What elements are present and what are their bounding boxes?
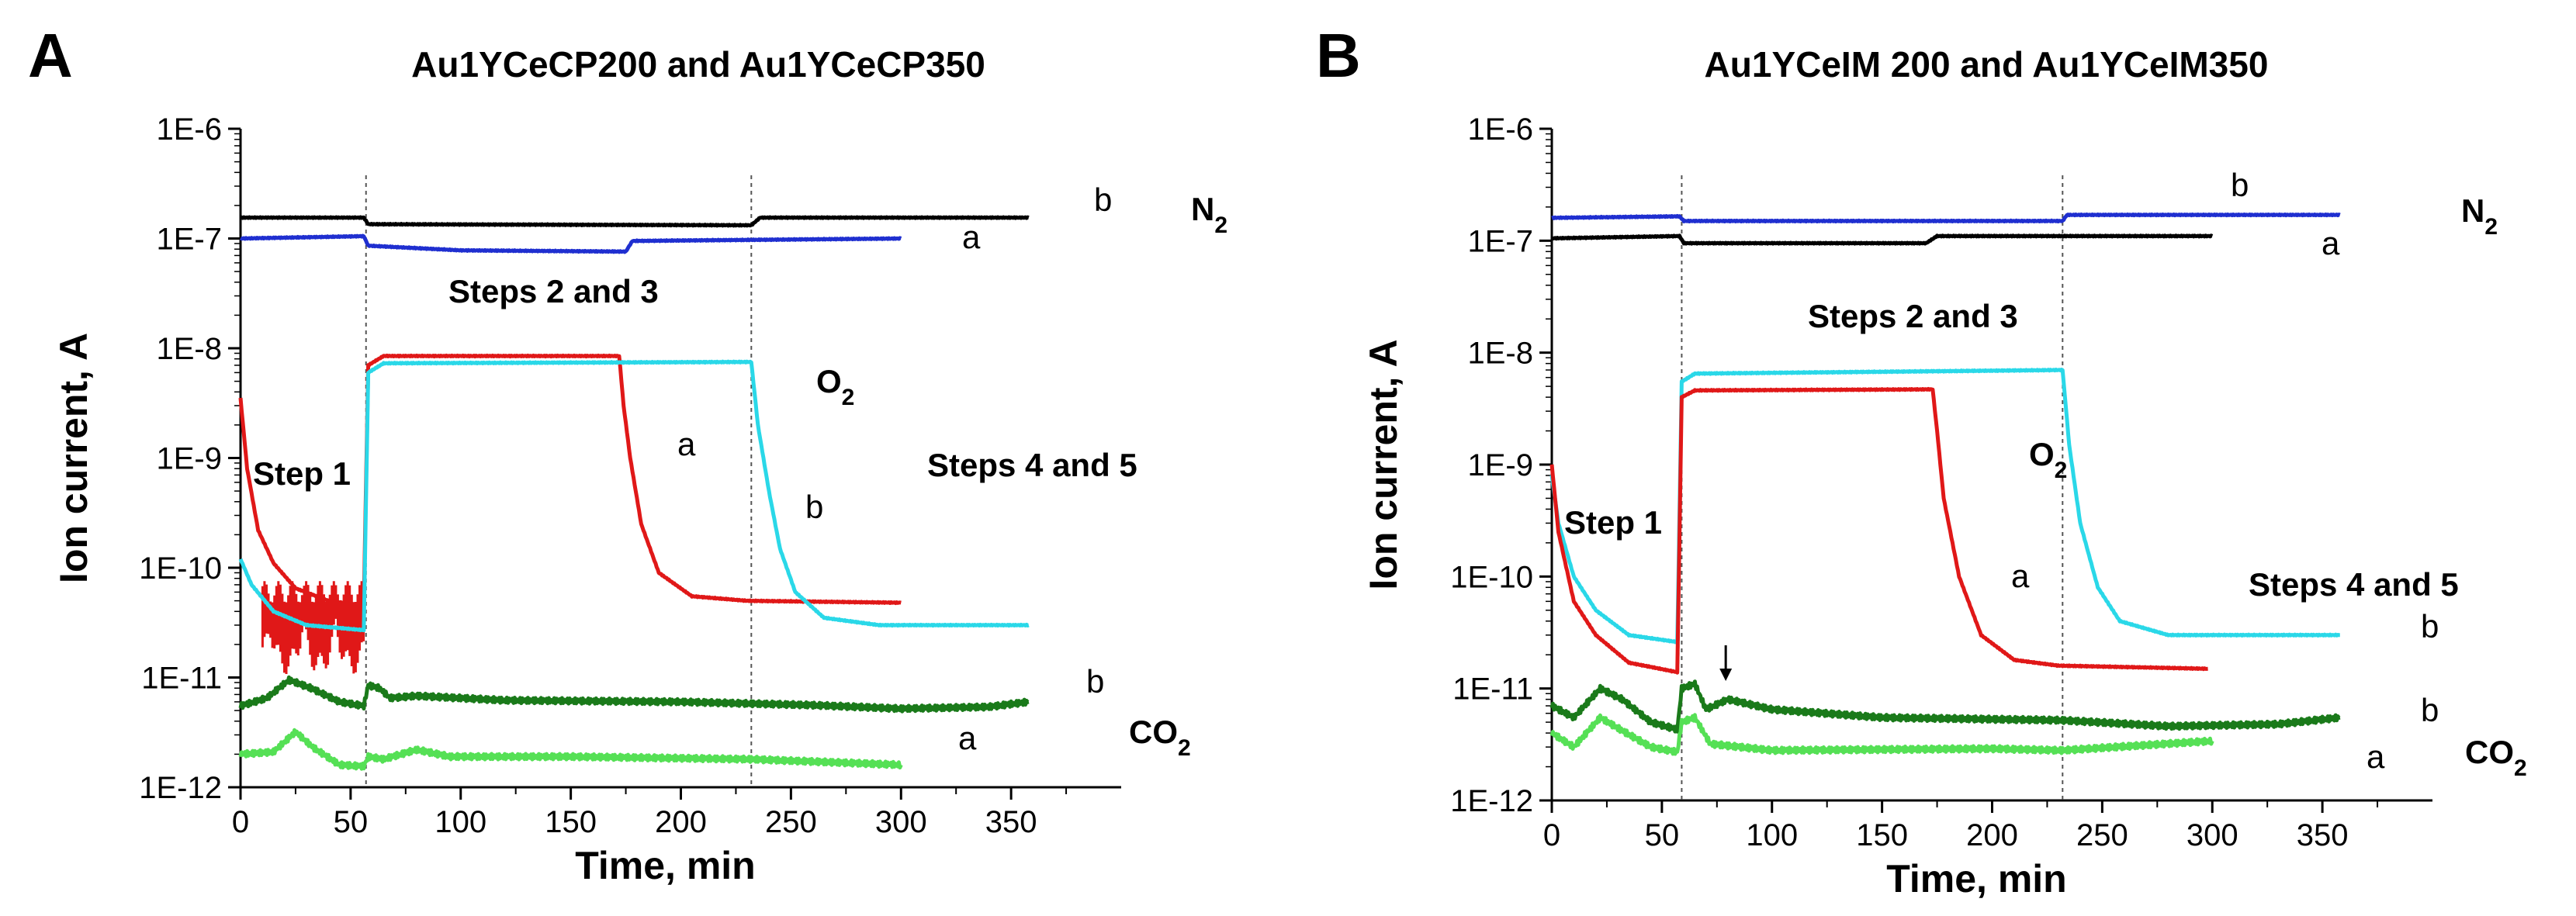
chart-title: Au1YCeIM 200 and Au1YCeIM350: [1704, 44, 2269, 85]
chart-title: Au1YCeCP200 and Au1YCeCP350: [411, 44, 985, 85]
x-tick-label: 300: [875, 805, 927, 839]
series-line-co2-a: [238, 728, 903, 771]
gas-label-co2: CO2: [1129, 714, 1191, 761]
y-tick-label: 1E-6: [157, 112, 223, 147]
series-line-co2-b: [1549, 679, 2341, 734]
y-tick-label: 1E-7: [157, 223, 223, 257]
arrow-head: [1719, 669, 1733, 681]
x-tick-label: 250: [765, 805, 817, 839]
x-tick-label: 50: [1645, 818, 1680, 852]
series-line-o2-a: [1549, 386, 2209, 675]
annotation-steps-4-5: Steps 4 and 5: [2249, 566, 2459, 603]
series-label-n2-b: b: [2231, 167, 2249, 203]
y-tick-label: 1E-9: [1468, 448, 1534, 482]
series-line-n2-a: [239, 233, 902, 254]
x-tick-label: 150: [545, 805, 597, 839]
x-tick-label: 0: [1543, 818, 1560, 852]
y-tick-label: 1E-8: [157, 332, 223, 366]
x-tick-label: 300: [2186, 818, 2238, 852]
series-noise-o2-a: [261, 581, 365, 674]
y-tick-label: 1E-8: [1468, 337, 1534, 371]
series-label-co2-b: b: [1086, 663, 1104, 700]
series-line-co2-a: [1549, 713, 2214, 756]
series-label-n2-a: a: [2322, 225, 2340, 261]
x-tick-label: 200: [1966, 818, 2018, 852]
y-tick-label: 1E-7: [1468, 224, 1534, 258]
series-label-o2-a: a: [2011, 558, 2030, 594]
series-line-n2-b: [1550, 213, 2341, 223]
y-tick-label: 1E-9: [157, 442, 223, 476]
series-line-o2-b: [1549, 368, 2341, 645]
series-label-co2-a: a: [958, 720, 977, 756]
series-label-o2-a: a: [677, 426, 696, 462]
series-line-co2-b: [238, 675, 1030, 714]
panel-letter-b: B: [1316, 21, 1361, 90]
y-tick-label: 1E-12: [1450, 784, 1533, 818]
y-tick-label: 1E-10: [139, 551, 222, 586]
series-label-n2-b: b: [1094, 181, 1112, 218]
annotation-steps-2-3: Steps 2 and 3: [448, 273, 659, 309]
annotation-steps-2-3: Steps 2 and 3: [1808, 298, 2018, 334]
series-label-n2-a: a: [962, 219, 981, 255]
y-tick-label: 1E-11: [1452, 672, 1533, 707]
x-tick-label: 200: [655, 805, 707, 839]
gas-label-co2: CO2: [2465, 734, 2527, 781]
gas-label-o2: O2: [816, 363, 854, 410]
series-line-o2-b: [238, 359, 1030, 633]
x-axis-label: Time, min: [575, 844, 755, 887]
series-label-o2-b: b: [805, 489, 823, 525]
series-label-co2-b: b: [2421, 692, 2439, 728]
x-tick-label: 350: [985, 805, 1037, 839]
y-tick-label: 1E-12: [139, 771, 222, 805]
chart-svg-b: 0 50 100 150 200 250 300 350 1E-12 1E-11 1E-10 1E-9…: [1362, 112, 2527, 900]
x-tick-label: 100: [435, 805, 486, 839]
y-axis-label: Ion current, A: [1362, 339, 1405, 589]
series-label-co2-a: a: [2367, 738, 2385, 775]
y-tick-label: 1E-10: [1450, 560, 1533, 594]
x-axis-label: Time, min: [1886, 857, 2066, 900]
x-tick-label: 0: [232, 805, 249, 839]
x-tick-label: 250: [2076, 818, 2128, 852]
x-tick-label: 150: [1856, 818, 1908, 852]
y-axis-label: Ion current, A: [52, 333, 95, 583]
panel-letter-a: A: [28, 21, 73, 90]
series-line-n2-b: [239, 215, 1030, 228]
x-tick-label: 100: [1746, 818, 1798, 852]
gas-label-n2: N2: [1191, 191, 1227, 238]
gas-label-n2: N2: [2461, 192, 2498, 240]
annotation-step-1: Step 1: [1564, 504, 1662, 541]
chart-svg-a: 0 50 100 150 200 250 300 350 1E-12 1E-11 1E-10 1E-9…: [52, 112, 1227, 887]
x-tick-label: 50: [334, 805, 369, 839]
series-label-o2-b: b: [2421, 608, 2439, 645]
x-tick-label: 350: [2297, 818, 2349, 852]
chart-panel-a: A Au1YCeCP200 and Au1YCeCP350 0 50 100 150 2…: [28, 21, 1227, 887]
y-tick-label: 1E-6: [1468, 112, 1534, 147]
series-line-n2-a: [1550, 233, 2214, 246]
chart-panel-b: B Au1YCeIM 200 and Au1YCeIM350 0 50 100 150…: [1288, 0, 2576, 916]
y-tick-label: 1E-11: [141, 662, 222, 696]
gas-label-o2: O2: [2029, 436, 2067, 483]
annotation-steps-4-5: Steps 4 and 5: [927, 447, 1137, 483]
annotation-step-1: Step 1: [253, 455, 351, 492]
